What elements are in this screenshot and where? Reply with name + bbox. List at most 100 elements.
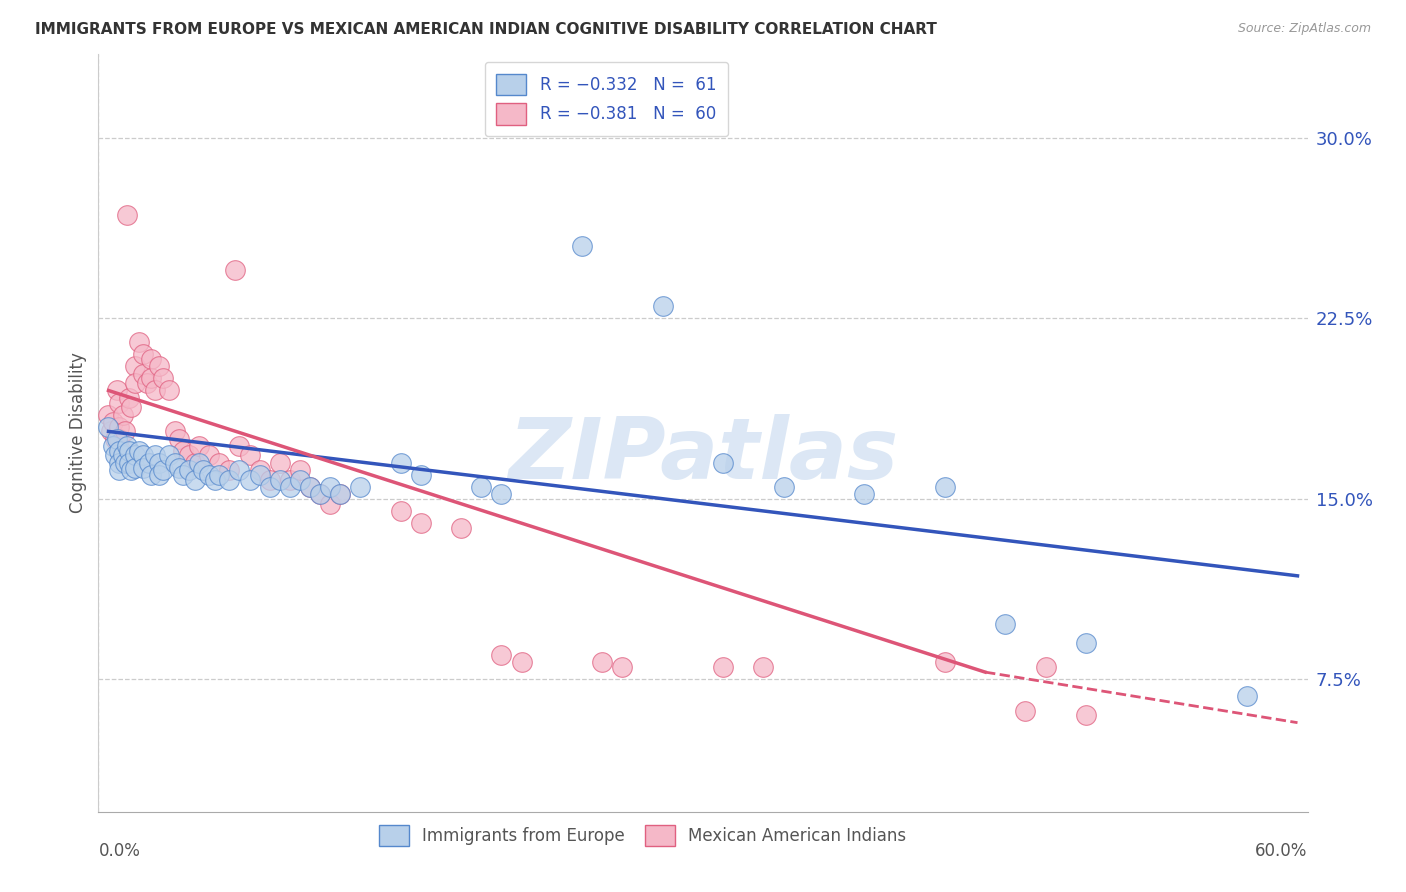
Point — [105, 384, 128, 398]
Point — [105, 432, 128, 446]
Point — [269, 473, 291, 487]
Point — [288, 463, 311, 477]
Point — [239, 473, 262, 487]
Point — [115, 208, 138, 222]
Point — [139, 371, 162, 385]
Point — [198, 449, 221, 463]
Point — [239, 449, 262, 463]
Point — [188, 439, 211, 453]
Point — [198, 467, 221, 482]
Point — [110, 443, 132, 458]
Point — [107, 432, 129, 446]
Point — [118, 443, 141, 458]
Point — [711, 660, 734, 674]
Point — [349, 480, 371, 494]
Point — [208, 467, 231, 482]
Point — [152, 371, 174, 385]
Point — [491, 487, 513, 501]
Point — [124, 359, 146, 374]
Point — [97, 419, 120, 434]
Point — [167, 432, 190, 446]
Point — [249, 463, 271, 477]
Point — [269, 456, 291, 470]
Point — [1035, 660, 1057, 674]
Point — [128, 443, 150, 458]
Point — [103, 432, 125, 446]
Point — [118, 391, 141, 405]
Point — [97, 408, 120, 422]
Point — [101, 439, 124, 453]
Point — [450, 521, 472, 535]
Point — [120, 463, 142, 477]
Legend: Immigrants from Europe, Mexican American Indians: Immigrants from Europe, Mexican American… — [368, 815, 917, 856]
Point — [124, 376, 146, 391]
Point — [259, 473, 281, 487]
Point — [288, 473, 311, 487]
Point — [319, 480, 342, 494]
Point — [188, 456, 211, 470]
Point — [103, 449, 125, 463]
Point — [470, 480, 492, 494]
Point — [711, 456, 734, 470]
Point — [651, 299, 673, 313]
Point — [107, 456, 129, 470]
Point — [612, 660, 634, 674]
Point — [249, 467, 271, 482]
Point — [1236, 689, 1258, 703]
Point — [107, 419, 129, 434]
Point — [115, 439, 138, 453]
Point — [934, 480, 956, 494]
Point — [107, 395, 129, 409]
Point — [772, 480, 794, 494]
Point — [135, 376, 157, 391]
Point — [163, 456, 186, 470]
Point — [204, 473, 226, 487]
Point — [259, 480, 281, 494]
Point — [228, 439, 250, 453]
Point — [309, 487, 332, 501]
Point — [491, 648, 513, 663]
Point — [752, 660, 775, 674]
Point — [224, 263, 246, 277]
Point — [278, 480, 301, 494]
Point — [218, 463, 240, 477]
Point — [208, 456, 231, 470]
Text: IMMIGRANTS FROM EUROPE VS MEXICAN AMERICAN INDIAN COGNITIVE DISABILITY CORRELATI: IMMIGRANTS FROM EUROPE VS MEXICAN AMERIC… — [35, 22, 936, 37]
Point — [163, 425, 186, 439]
Point — [409, 516, 432, 530]
Point — [157, 449, 180, 463]
Y-axis label: Cognitive Disability: Cognitive Disability — [69, 352, 87, 513]
Point — [114, 456, 136, 470]
Point — [132, 367, 155, 381]
Point — [148, 359, 170, 374]
Point — [120, 401, 142, 415]
Point — [124, 460, 146, 475]
Point — [132, 460, 155, 475]
Point — [148, 456, 170, 470]
Point — [571, 239, 593, 253]
Point — [1074, 708, 1097, 723]
Point — [389, 504, 412, 518]
Point — [278, 473, 301, 487]
Point — [179, 463, 201, 477]
Point — [1014, 704, 1036, 718]
Point — [1074, 636, 1097, 650]
Point — [111, 449, 134, 463]
Point — [143, 384, 166, 398]
Point — [107, 463, 129, 477]
Text: 0.0%: 0.0% — [98, 842, 141, 860]
Point — [101, 415, 124, 429]
Point — [510, 656, 533, 670]
Point — [157, 384, 180, 398]
Point — [167, 460, 190, 475]
Point — [228, 463, 250, 477]
Point — [299, 480, 322, 494]
Point — [218, 473, 240, 487]
Point — [124, 449, 146, 463]
Point — [184, 473, 207, 487]
Point — [114, 425, 136, 439]
Point — [138, 456, 160, 470]
Text: Source: ZipAtlas.com: Source: ZipAtlas.com — [1237, 22, 1371, 36]
Point — [319, 497, 342, 511]
Point — [148, 467, 170, 482]
